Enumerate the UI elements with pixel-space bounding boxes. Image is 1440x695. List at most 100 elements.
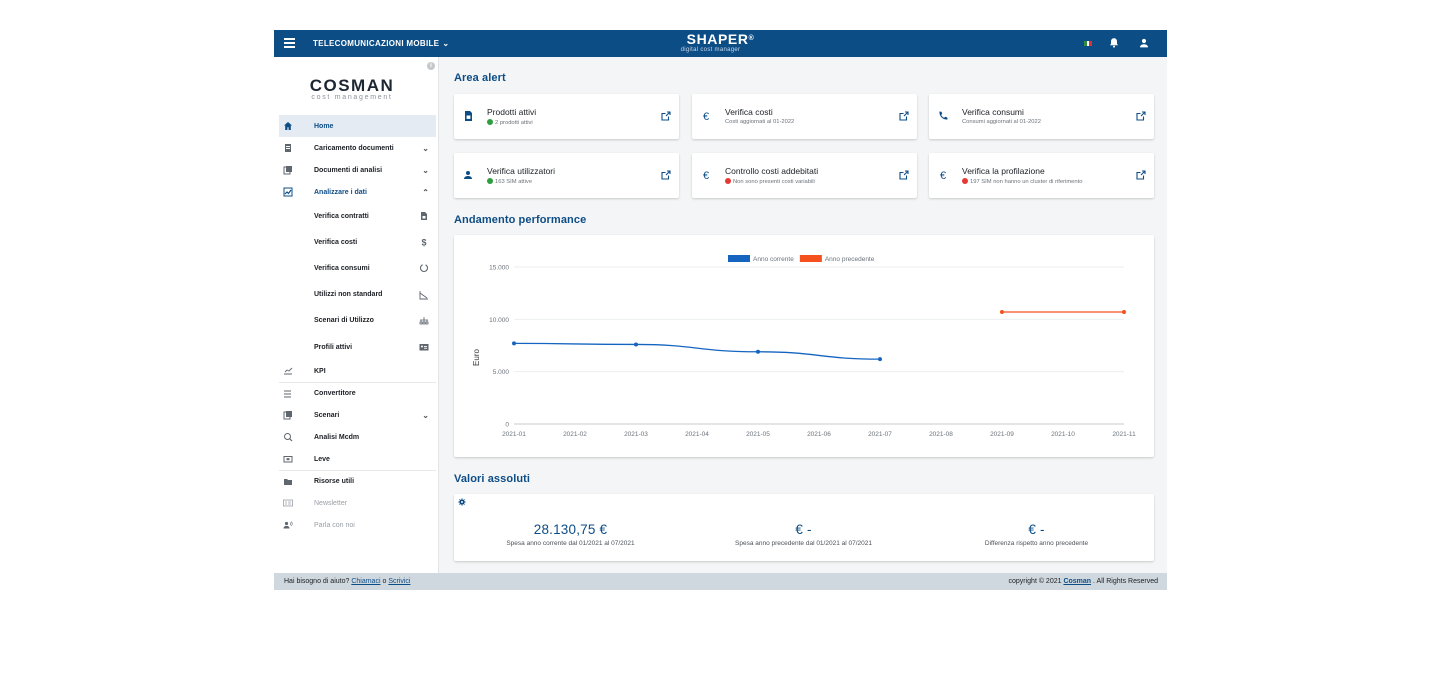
performance-chart: 0 5.000 10.000 15.000 2021-01 2021-02 2021-03 2…: [472, 255, 1136, 438]
sidebar-item-label: Scenari di Utilizzo: [314, 317, 374, 325]
sidebar-item-scenari[interactable]: Scenari ⌄: [279, 404, 436, 426]
kpi-label: Spesa anno precedente dal 01/2021 al 07/…: [735, 540, 872, 547]
company-link[interactable]: Cosman: [1063, 578, 1092, 585]
sidebar-item-label: Verifica contratti: [314, 212, 369, 220]
open-external-icon[interactable]: [899, 170, 909, 180]
brand-name: SHAPER: [686, 31, 749, 47]
logo-sub: cost management: [311, 94, 393, 101]
alert-card-verifica-utilizzatori[interactable]: Verifica utilizzatori 163 SIM attive: [454, 153, 679, 198]
call-link[interactable]: Chiamaci: [351, 578, 381, 585]
alert-card-verifica-consumi[interactable]: Verifica consumi Consumi aggiornati al 0…: [929, 94, 1154, 139]
sidebar-item-analisi-mcdm[interactable]: Analisi Mcdm: [279, 426, 436, 448]
sidebar-item-verifica-consumi[interactable]: Verifica consumi: [279, 255, 436, 281]
chevron-down-icon: ⌄: [422, 143, 429, 153]
trend-icon: [419, 290, 428, 300]
list-icon: [284, 390, 291, 398]
x-tick-label: 2021-07: [868, 431, 892, 438]
sidebar-item-label: Verifica consumi: [314, 264, 370, 272]
area-alert-title: Area alert: [454, 72, 506, 84]
brand-logo: SHAPER® digital cost manager: [274, 32, 1167, 53]
open-external-icon[interactable]: [661, 170, 671, 180]
sidebar-item-caricamento-documenti[interactable]: Caricamento documenti ⌄: [279, 137, 436, 159]
brand-registered: ®: [748, 35, 755, 42]
sidebar-item-parla-con-noi[interactable]: Parla con noi: [279, 514, 436, 536]
x-tick-label: 2021-10: [1051, 431, 1075, 438]
copyright-text: copyright © 2021 Cosman . All Rights Res…: [1008, 578, 1158, 585]
x-tick-label: 2021-06: [807, 431, 831, 438]
sidebar-item-utilizzi-non-standard[interactable]: Utilizzi non standard: [279, 282, 436, 308]
sidebar-item-verifica-contratti[interactable]: Verifica contratti: [279, 203, 436, 229]
sidebar-item-leve[interactable]: Leve: [279, 448, 436, 470]
dollar-icon: $: [421, 238, 426, 248]
open-external-icon[interactable]: [1136, 170, 1146, 180]
sidebar: i COSMAN cost management Home Caricament…: [274, 57, 439, 573]
analysis-icon: [284, 433, 293, 442]
sidebar-item-newsletter[interactable]: Newsletter: [279, 492, 436, 514]
chart-icon: [283, 187, 293, 197]
chevron-down-icon: ⌄: [442, 39, 450, 48]
sidebar-item-label: Analisi Mcdm: [314, 433, 360, 441]
brand-tagline: digital cost manager: [680, 47, 741, 53]
open-external-icon[interactable]: [899, 111, 909, 121]
documents-icon: [283, 166, 292, 175]
sidebar-item-label: Verifica costi: [314, 238, 358, 246]
data-point-series-2: [1000, 310, 1004, 315]
sidebar-item-label: Home: [314, 122, 334, 130]
kpi-difference: € - Differenza rispetto anno precedente: [920, 522, 1153, 547]
sidebar-item-profili-attivi[interactable]: Profili attivi: [279, 334, 436, 360]
alert-title: Prodotti attivi: [487, 107, 537, 117]
status-dot-red: [725, 178, 731, 184]
write-link[interactable]: Scrivici: [388, 578, 411, 585]
sidebar-item-documenti-di-analisi[interactable]: Documenti di analisi ⌄: [279, 159, 436, 181]
gear-icon[interactable]: [458, 498, 466, 506]
flag-it-icon[interactable]: [1084, 41, 1093, 46]
x-tick-label: 2021-05: [746, 431, 770, 438]
kpi-value: € -: [795, 522, 812, 537]
open-external-icon[interactable]: [1136, 111, 1146, 121]
sidebar-item-convertitore[interactable]: Convertitore: [279, 382, 436, 404]
sidebar-item-analizzare-i-dati[interactable]: Analizzare i dati ⌃: [279, 181, 436, 203]
user-icon[interactable]: [1138, 37, 1150, 49]
alert-title: Verifica utilizzatori: [487, 166, 556, 176]
alert-card-controllo-costi-addebitati[interactable]: € Controllo costi addebitati Non sono pr…: [692, 153, 917, 198]
y-tick-label: 10.000: [489, 317, 509, 324]
sidebar-item-home[interactable]: Home: [279, 115, 436, 137]
sidebar-item-risorse-utili[interactable]: Risorse utili: [279, 470, 436, 492]
alert-subtitle: 2 prodotti attivi: [487, 119, 533, 126]
data-point-series-1: [512, 341, 516, 346]
kpi-value: € -: [1028, 522, 1045, 537]
svg-text:€: €: [703, 170, 709, 181]
profile-card-icon: [419, 343, 429, 351]
kpi-label: Differenza rispetto anno precedente: [984, 540, 1089, 547]
info-icon[interactable]: i: [427, 62, 435, 70]
alert-subtitle: Consumi aggiornati al 01-2022: [962, 119, 1041, 125]
performance-title: Andamento performance: [454, 214, 587, 226]
alert-card-verifica-costi[interactable]: € Verifica costi Costi aggiornati al 01-…: [692, 94, 917, 139]
sidebar-item-label: Analizzare i dati: [314, 188, 367, 196]
legend-swatch-1: [728, 255, 750, 262]
organization-select[interactable]: TELECOMUNICAZIONI MOBILE ⌄: [313, 39, 449, 48]
legend-label-2: Anno precedente: [825, 256, 875, 263]
open-external-icon[interactable]: [661, 111, 671, 121]
sidebar-item-label: Newsletter: [314, 499, 348, 507]
svg-text:€: €: [703, 111, 709, 122]
alert-card-prodotti-attivi[interactable]: Prodotti attivi 2 prodotti attivi: [454, 94, 679, 139]
bell-icon[interactable]: [1108, 37, 1120, 49]
euro-icon: €: [703, 111, 709, 122]
upload-doc-icon: [285, 144, 291, 152]
footer: Hai bisogno di aiuto? Chiamaci o Scrivic…: [274, 573, 1167, 590]
help-text: Hai bisogno di aiuto? Chiamaci o Scrivic…: [284, 578, 411, 585]
sidebar-item-kpi[interactable]: KPI: [279, 360, 436, 382]
euro-icon: €: [940, 170, 946, 181]
y-tick-label: 5.000: [493, 369, 510, 376]
alert-subtitle: 197 SIM non hanno un cluster di riferime…: [962, 178, 1082, 185]
sidebar-item-verifica-costi[interactable]: Verifica costi $: [279, 229, 436, 255]
sidebar-item-label: Utilizzi non standard: [314, 291, 383, 299]
alert-title: Verifica consumi: [962, 107, 1024, 117]
alert-title: Verifica la profilazione: [962, 166, 1045, 176]
sidebar-item-scenari-di-utilizzo[interactable]: Scenari di Utilizzo: [279, 308, 436, 334]
kpi-icon: [284, 367, 293, 375]
menu-icon[interactable]: [284, 38, 295, 48]
alert-card-verifica-la-profilazione[interactable]: € Verifica la profilazione 197 SIM non h…: [929, 153, 1154, 198]
app-window: TELECOMUNICAZIONI MOBILE ⌄ SHAPER® digita…: [274, 30, 1167, 590]
